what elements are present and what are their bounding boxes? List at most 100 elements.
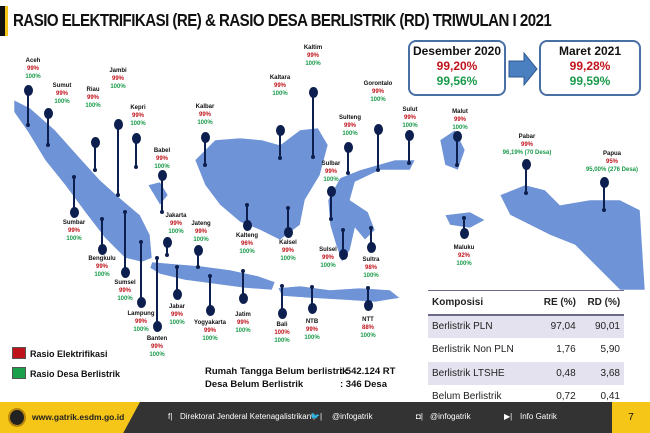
province-rd: 100%	[54, 99, 70, 105]
pin-anchor	[376, 168, 380, 172]
cell: 0,41	[600, 390, 620, 402]
map-pin-icon	[283, 226, 293, 238]
pin-anchor	[366, 286, 370, 290]
table-header: Komposisi RE (%) RD (%)	[428, 290, 624, 316]
pin-stick	[204, 137, 206, 165]
province-rd: 100%	[197, 120, 213, 126]
cell: 1,76	[556, 344, 576, 356]
legend-label-rd: Rasio Desa Berlistrik	[30, 369, 121, 379]
pin-stick	[135, 138, 137, 167]
island-java	[149, 261, 276, 291]
pin-anchor	[245, 203, 249, 207]
province-name: Papua	[602, 151, 621, 157]
pin-stick	[342, 230, 344, 254]
province-rd: 100%	[94, 272, 110, 278]
province-name: Bali	[276, 322, 288, 328]
pin-stick	[408, 135, 410, 163]
pin-stick	[161, 175, 163, 212]
title-accent	[0, 6, 8, 36]
cell: 90,01	[579, 314, 624, 338]
province-name: Babel	[153, 148, 171, 154]
pin-stick	[367, 288, 369, 305]
province-rd: 100%	[149, 352, 165, 358]
box-label: Maret 2021	[558, 44, 622, 58]
province-label: Kalsel 99% 100%	[258, 239, 318, 263]
box-re-value: 99,28%	[569, 59, 611, 73]
pin-stick	[287, 208, 289, 232]
province-re: 99%	[453, 117, 466, 123]
map-pin-icon	[343, 141, 353, 153]
map-pin-icon	[599, 176, 609, 188]
instagram-link[interactable]: @infogatrik	[430, 412, 471, 421]
map-pin-icon	[521, 158, 531, 170]
table-row: Berlistrik LTSHE 0,48 3,68	[428, 361, 624, 385]
facebook-link[interactable]: Direktorat Jenderal Ketenagalistrikan	[180, 412, 312, 421]
pin-anchor	[455, 163, 459, 167]
province-name: Sulsel	[319, 247, 337, 253]
composition-table: Komposisi RE (%) RD (%) Berlistrik PLN 97…	[428, 290, 624, 410]
pin-anchor	[46, 143, 50, 147]
map-pin-icon	[205, 304, 215, 316]
desa-value: : 346 Desa	[340, 379, 388, 390]
province-re: 99%	[343, 123, 356, 129]
facebook-icon: f|	[168, 412, 173, 421]
province-label: Sumbar 99% 100%	[44, 219, 104, 243]
province-rd: 100%	[25, 74, 41, 80]
map-pin-icon	[172, 288, 182, 300]
map-pin-icon	[452, 130, 462, 142]
province-label: Sulteng 99% 100%	[320, 114, 380, 138]
cell: Berlistrik Non PLN	[432, 344, 514, 356]
province-name: Riau	[86, 87, 100, 93]
pin-anchor	[278, 156, 282, 160]
province-rd: 100%	[305, 61, 321, 67]
island-bangka	[147, 181, 169, 206]
pin-anchor	[165, 253, 169, 257]
province-name: Jateng	[191, 221, 211, 227]
pin-stick	[603, 182, 605, 210]
box-rd-value: 99,56%	[436, 74, 478, 88]
province-name: Jambi	[109, 68, 127, 74]
map-pin-icon	[277, 307, 287, 319]
province-re: 99%	[236, 320, 249, 326]
province-rd: 96,19% (70 Desa)	[502, 150, 552, 156]
table-row: Berlistrik PLN 97,04 90,01	[428, 314, 624, 338]
province-re: 99%	[67, 228, 80, 234]
province-re: 99%	[26, 66, 39, 72]
province-name: Kaltara	[269, 75, 291, 81]
website-link[interactable]: www.gatrik.esdm.go.id	[32, 412, 125, 422]
pin-anchor	[196, 265, 200, 269]
legend-label-re: Rasio Elektrifikasi	[30, 349, 108, 359]
table-row: Belum Berlistrik 0,72 0,41	[428, 385, 624, 409]
pin-anchor	[100, 217, 104, 221]
twitter-link[interactable]: @infogatrik	[332, 412, 373, 421]
pin-anchor	[310, 285, 314, 289]
march-2021-box: Maret 2021 99,28% 99,59%	[539, 40, 641, 96]
pin-anchor	[203, 163, 207, 167]
province-re: 99%	[305, 327, 318, 333]
province-re: 99%	[169, 221, 182, 227]
province-re: 99%	[198, 112, 211, 118]
province-label: Sultra 98% 100%	[341, 256, 401, 280]
province-rd: 100%	[274, 338, 290, 344]
province-name: Aceh	[25, 58, 41, 64]
pin-stick	[101, 219, 103, 249]
province-rd: 100%	[85, 103, 101, 109]
province-re: 99%	[131, 113, 144, 119]
cell: 5,90	[600, 344, 620, 356]
legend-swatch-rd	[12, 367, 26, 379]
province-re: 99%	[273, 83, 286, 89]
header-komposisi: Komposisi	[428, 290, 537, 316]
province-re: 95%	[605, 159, 618, 165]
youtube-link[interactable]: Info Gatrik	[520, 412, 557, 421]
header-rd: RD (%)	[579, 290, 624, 316]
province-rd: 100%	[110, 84, 126, 90]
province-name: NTB	[305, 319, 319, 325]
pin-anchor	[116, 193, 120, 197]
pin-anchor	[329, 217, 333, 221]
province-label: Papua 95% 95,00% (276 Desa)	[582, 150, 642, 174]
province-re: 99%	[118, 288, 131, 294]
province-re: 99%	[194, 229, 207, 235]
province-name: Pabar	[518, 134, 536, 140]
province-re: 99%	[306, 53, 319, 59]
province-rd: 100%	[169, 320, 185, 326]
